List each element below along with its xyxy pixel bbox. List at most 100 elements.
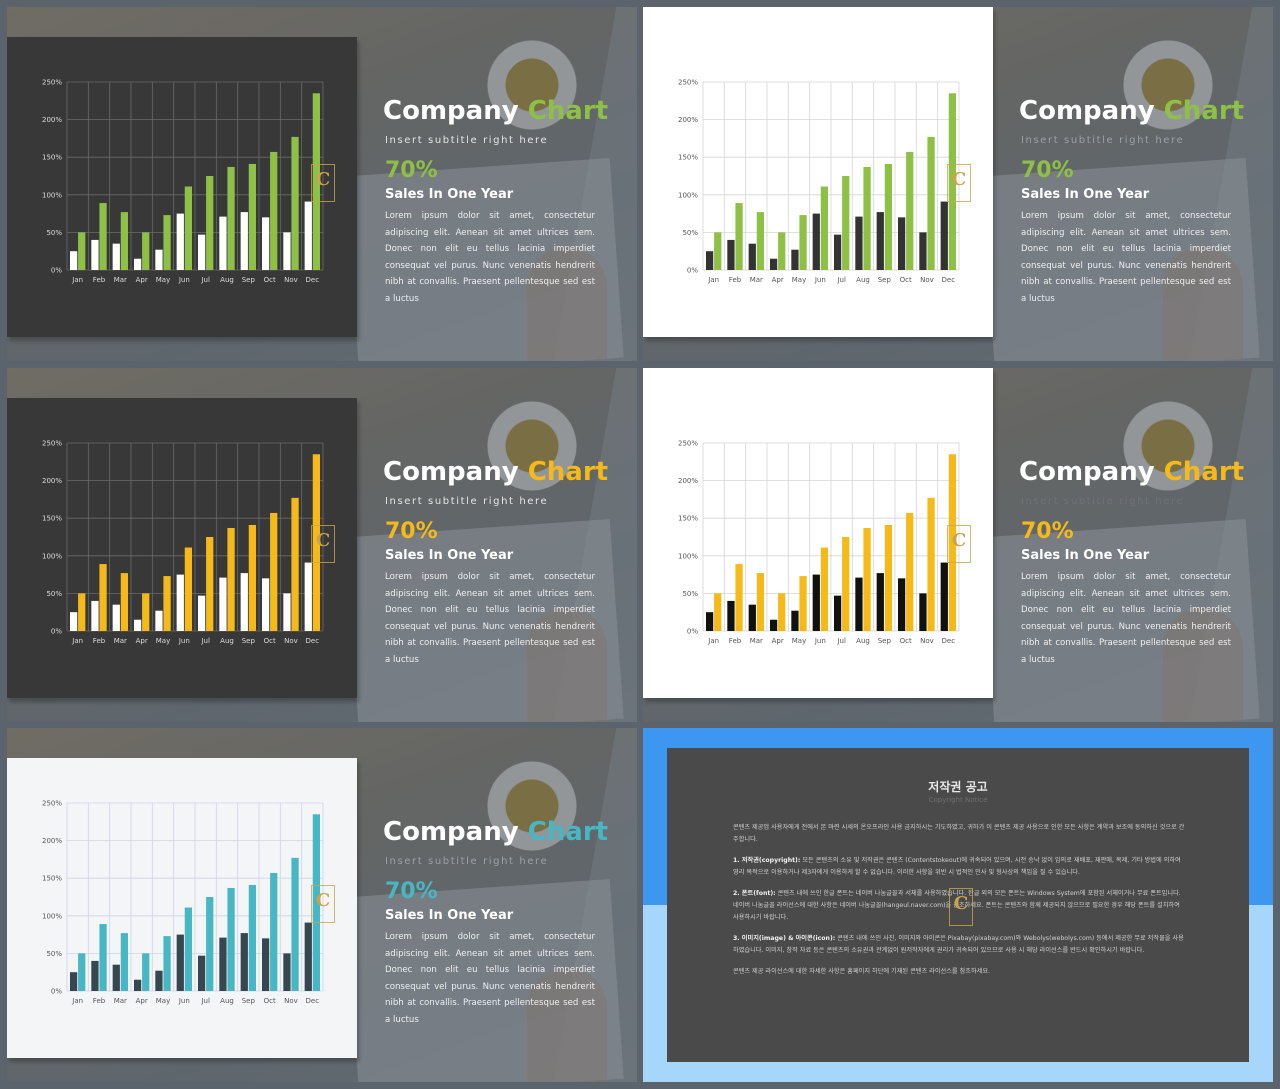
bar-series-1 bbox=[940, 201, 948, 270]
bar-series-2 bbox=[291, 857, 299, 991]
x-tick-label: May bbox=[792, 276, 806, 284]
x-tick-label: Nov bbox=[920, 637, 934, 645]
slide-2[interactable]: 0% 50% 100% 150% 200% 250% Jan Feb Mar Apr May Jun J… bbox=[643, 7, 1273, 361]
bar-series-1 bbox=[219, 577, 227, 631]
bar-series-1 bbox=[197, 234, 206, 270]
bar-series-2 bbox=[948, 454, 957, 631]
y-tick-label: 200% bbox=[678, 116, 698, 124]
bar-series-1 bbox=[155, 249, 163, 270]
x-tick-label: Dec bbox=[306, 276, 320, 284]
title-accent: Chart bbox=[1163, 457, 1245, 487]
x-tick-label: Aug bbox=[220, 276, 234, 284]
bar-series-2 bbox=[756, 212, 765, 270]
bar-series-2 bbox=[120, 212, 129, 270]
y-tick-label: 0% bbox=[687, 628, 698, 636]
bar-series-2 bbox=[799, 576, 807, 631]
bar-series-2 bbox=[248, 524, 257, 631]
bar-series-2 bbox=[227, 887, 235, 991]
x-tick-label: May bbox=[156, 276, 170, 284]
bar-series-2 bbox=[778, 232, 786, 270]
slide-subtitle: Insert subtitle right here bbox=[1021, 496, 1185, 507]
slide-subtitle: Insert subtitle right here bbox=[385, 856, 549, 867]
logo-badge: C bbox=[947, 525, 971, 563]
y-tick-label: 200% bbox=[42, 837, 62, 845]
bar-series-2 bbox=[206, 176, 214, 270]
bar-series-2 bbox=[863, 166, 871, 270]
sales-heading: Sales In One Year bbox=[385, 187, 514, 202]
bar-series-1 bbox=[155, 970, 163, 991]
notice-outro: 콘텐츠 제공 라이선스에 대한 자세한 사항은 홈페이지 하단에 기재된 콘텐츠… bbox=[733, 968, 990, 975]
logo-badge: C bbox=[949, 888, 973, 926]
bar-series-2 bbox=[906, 151, 914, 270]
bar-series-1 bbox=[855, 216, 863, 270]
bar-series-1 bbox=[919, 593, 927, 631]
x-tick-label: Sep bbox=[878, 637, 892, 645]
x-tick-label: Jul bbox=[200, 637, 210, 645]
bar-series-2 bbox=[927, 497, 935, 631]
bar-series-1 bbox=[240, 573, 248, 631]
bar-series-1 bbox=[261, 938, 270, 991]
logo-badge: C bbox=[311, 525, 335, 563]
bar-series-2 bbox=[799, 215, 807, 270]
bar-series-1 bbox=[940, 562, 948, 631]
slide-5[interactable]: 0% 50% 100% 150% 200% 250% Jan Feb Mar Apr May Jun J… bbox=[7, 728, 637, 1082]
y-tick-label: 50% bbox=[682, 229, 698, 237]
bar-series-1 bbox=[748, 243, 756, 270]
x-tick-label: Jul bbox=[836, 637, 846, 645]
notice-title: 저작권 공고 bbox=[928, 780, 988, 794]
x-tick-label: Feb bbox=[93, 997, 106, 1005]
slide-4[interactable]: 0% 50% 100% 150% 200% 250% Jan Feb Mar Apr May Jun J… bbox=[643, 368, 1273, 722]
x-tick-label: Mar bbox=[114, 276, 127, 284]
sales-heading: Sales In One Year bbox=[1021, 548, 1150, 563]
percent-value: 70% bbox=[385, 158, 438, 183]
y-tick-label: 200% bbox=[678, 477, 698, 485]
notice-subtitle: Copyright Notice bbox=[928, 796, 988, 804]
bar-series-2 bbox=[820, 186, 829, 270]
bar-series-2 bbox=[906, 512, 914, 631]
x-tick-label: Jun bbox=[178, 276, 190, 284]
bar-series-1 bbox=[261, 217, 270, 270]
x-tick-label: May bbox=[792, 637, 806, 645]
y-tick-label: 250% bbox=[42, 79, 62, 87]
bar-series-1 bbox=[791, 610, 799, 631]
logo-badge: C bbox=[311, 164, 335, 202]
chart-card: 0% 50% 100% 150% 200% 250% Jan Feb Mar Apr May Jun J… bbox=[643, 7, 993, 337]
bar-series-1 bbox=[833, 234, 842, 270]
copyright-slide[interactable]: 저작권 공고 Copyright Notice 콘텐츠 제공업 사용자에게 전에… bbox=[643, 728, 1273, 1082]
slide-3[interactable]: 0% 50% 100% 150% 200% 250% Jan Feb Mar Apr May Jun J… bbox=[7, 368, 637, 722]
bar-series-2 bbox=[163, 215, 171, 270]
chart-card: 0% 50% 100% 150% 200% 250% Jan Feb Mar Apr May Jun J… bbox=[643, 368, 993, 698]
bar-series-1 bbox=[812, 574, 820, 631]
bar-series-2 bbox=[120, 933, 129, 991]
x-tick-label: Feb bbox=[93, 276, 106, 284]
bar-series-2 bbox=[714, 232, 722, 270]
bar-chart: 0% 50% 100% 150% 200% 250% Jan Feb Mar Apr May Jun J… bbox=[678, 440, 960, 645]
percent-value: 70% bbox=[1021, 519, 1074, 544]
title-accent: Chart bbox=[527, 96, 609, 126]
y-tick-label: 250% bbox=[42, 440, 62, 448]
bar-series-1 bbox=[91, 239, 99, 270]
y-tick-label: 100% bbox=[42, 912, 62, 920]
bar-series-2 bbox=[163, 576, 171, 631]
bar-series-1 bbox=[133, 979, 142, 991]
bar-series-2 bbox=[99, 924, 107, 991]
bar-series-1 bbox=[176, 574, 184, 631]
text-block: Company Chart Insert subtitle right here… bbox=[383, 816, 608, 1028]
slide-1[interactable]: 0% 50% 100% 150% 200% 250% Jan Feb Mar Apr May Jun J… bbox=[7, 7, 637, 361]
x-tick-label: Jun bbox=[178, 637, 190, 645]
bar-series-2 bbox=[312, 814, 321, 991]
x-tick-label: Jul bbox=[200, 997, 210, 1005]
y-tick-label: 0% bbox=[687, 267, 698, 275]
slide-subtitle: Insert subtitle right here bbox=[1021, 135, 1185, 146]
y-tick-label: 200% bbox=[42, 477, 62, 485]
x-tick-label: Feb bbox=[729, 276, 742, 284]
slide-title: Company Chart bbox=[383, 457, 609, 487]
text-block: Company Chart Insert subtitle right here… bbox=[383, 456, 609, 668]
y-tick-label: 150% bbox=[42, 875, 62, 883]
bar-series-2 bbox=[227, 166, 235, 270]
x-tick-label: Mar bbox=[114, 997, 127, 1005]
bar-series-2 bbox=[714, 593, 722, 631]
bar-series-2 bbox=[78, 593, 86, 631]
bar-series-1 bbox=[833, 595, 842, 631]
y-tick-label: 100% bbox=[42, 552, 62, 560]
